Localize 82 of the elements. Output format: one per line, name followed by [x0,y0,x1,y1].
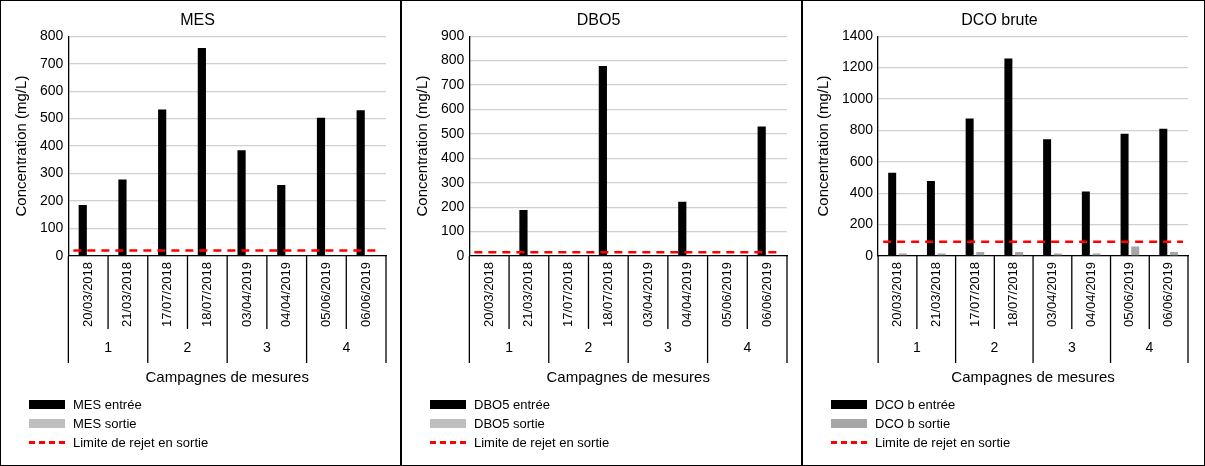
legend-label: DCO b entrée [875,397,956,412]
legend-label: DBO5 entrée [474,397,550,412]
y-tick-label: 800 [441,51,465,68]
y-tick-label: 400 [441,149,465,166]
bar [1131,246,1140,256]
x-tick-label: 03/04/2019 [238,261,254,328]
x-tick-label: 17/07/2018 [159,261,175,328]
x-tick-label: 06/06/2019 [758,261,774,328]
x-tick-label: 06/06/2019 [357,261,373,328]
text: 4 [342,338,351,355]
x-tick-label: 21/03/2018 [927,261,943,328]
x-tick-label: 05/06/2019 [1121,261,1137,328]
x-tick-label: 04/04/2019 [1082,261,1098,328]
chart-title: MES [180,11,215,29]
x-tick-label: 17/07/2018 [966,261,982,328]
chart-title: DCO brute [961,11,1038,29]
text: 3 [1067,338,1076,355]
y-axis-title: Concentration (mg/L) [814,75,832,217]
x-tick-label: 20/03/2018 [889,261,905,328]
legend-label: MES sortie [73,416,137,431]
legend-label: Limite de rejet en sortie [73,435,209,450]
y-tick-label: 700 [441,75,465,92]
x-axis-title: Campagnes de mesures [951,368,1115,386]
chart-title: DBO5 [576,11,621,29]
x-tick-label: 04/04/2019 [679,261,695,328]
x-tick-label: 04/04/2019 [278,261,294,328]
y-tick-label: 200 [849,215,874,232]
y-tick-label: 800 [849,121,874,138]
text: 1 [505,338,514,355]
x-tick-label: 20/03/2018 [79,261,95,328]
x-tick-label: 21/03/2018 [520,261,536,328]
y-tick-label: 100 [40,219,64,236]
y-tick-label: 400 [40,136,64,153]
y-tick-label: 300 [40,164,64,181]
x-tick-label: 20/03/2018 [480,261,496,328]
x-tick-label: 05/06/2019 [719,261,735,328]
y-tick-label: 1400 [841,27,874,44]
text: 4 [743,338,752,355]
y-tick-label: 300 [441,173,465,190]
y-tick-label: 200 [40,191,64,208]
y-tick-label: 200 [441,197,465,214]
text: 1 [104,338,113,355]
y-tick-label: 500 [40,109,64,126]
y-tick-label: 800 [40,27,64,44]
legend-label: MES entrée [73,397,142,412]
y-tick-label: 600 [849,152,874,169]
y-tick-label: 400 [849,184,874,201]
y-tick-label: 900 [441,27,465,44]
x-tick-label: 05/06/2019 [318,261,334,328]
legend-label: DBO5 sortie [474,416,545,431]
y-tick-label: 600 [40,81,64,98]
legend-label: DCO b sortie [875,416,951,431]
x-axis-title: Campagnes de mesures [546,368,710,386]
text: 2 [990,338,999,355]
y-tick-label: 500 [441,124,465,141]
legend-label: Limite de rejet en sortie [875,435,1011,450]
x-tick-label: 18/07/2018 [599,261,615,328]
text: 3 [663,338,672,355]
legend-label: Limite de rejet en sortie [474,435,610,450]
x-tick-label: 03/04/2019 [1044,261,1060,328]
text: 1 [912,338,921,355]
x-tick-label: 18/07/2018 [198,261,214,328]
text: 2 [584,338,593,355]
x-axis-title: Campagnes de mesures [145,368,309,386]
y-tick-label: 100 [441,222,465,239]
text: 2 [183,338,192,355]
y-tick-label: 1000 [841,89,874,106]
y-tick-label: 0 [456,246,465,263]
y-tick-label: 700 [40,54,64,71]
x-tick-label: 21/03/2018 [119,261,135,328]
text: 3 [262,338,271,355]
y-tick-label: 0 [865,246,874,263]
x-tick-label: 06/06/2019 [1160,261,1176,328]
y-tick-label: 1200 [841,58,874,75]
text: 4 [1145,338,1154,355]
y-tick-label: 0 [55,246,64,263]
y-axis-title: Concentration (mg/L) [413,75,431,217]
y-axis-title: Concentration (mg/L) [12,75,30,217]
x-tick-label: 18/07/2018 [1005,261,1021,328]
x-tick-label: 17/07/2018 [560,261,576,328]
y-tick-label: 600 [441,100,465,117]
x-tick-label: 03/04/2019 [639,261,655,328]
